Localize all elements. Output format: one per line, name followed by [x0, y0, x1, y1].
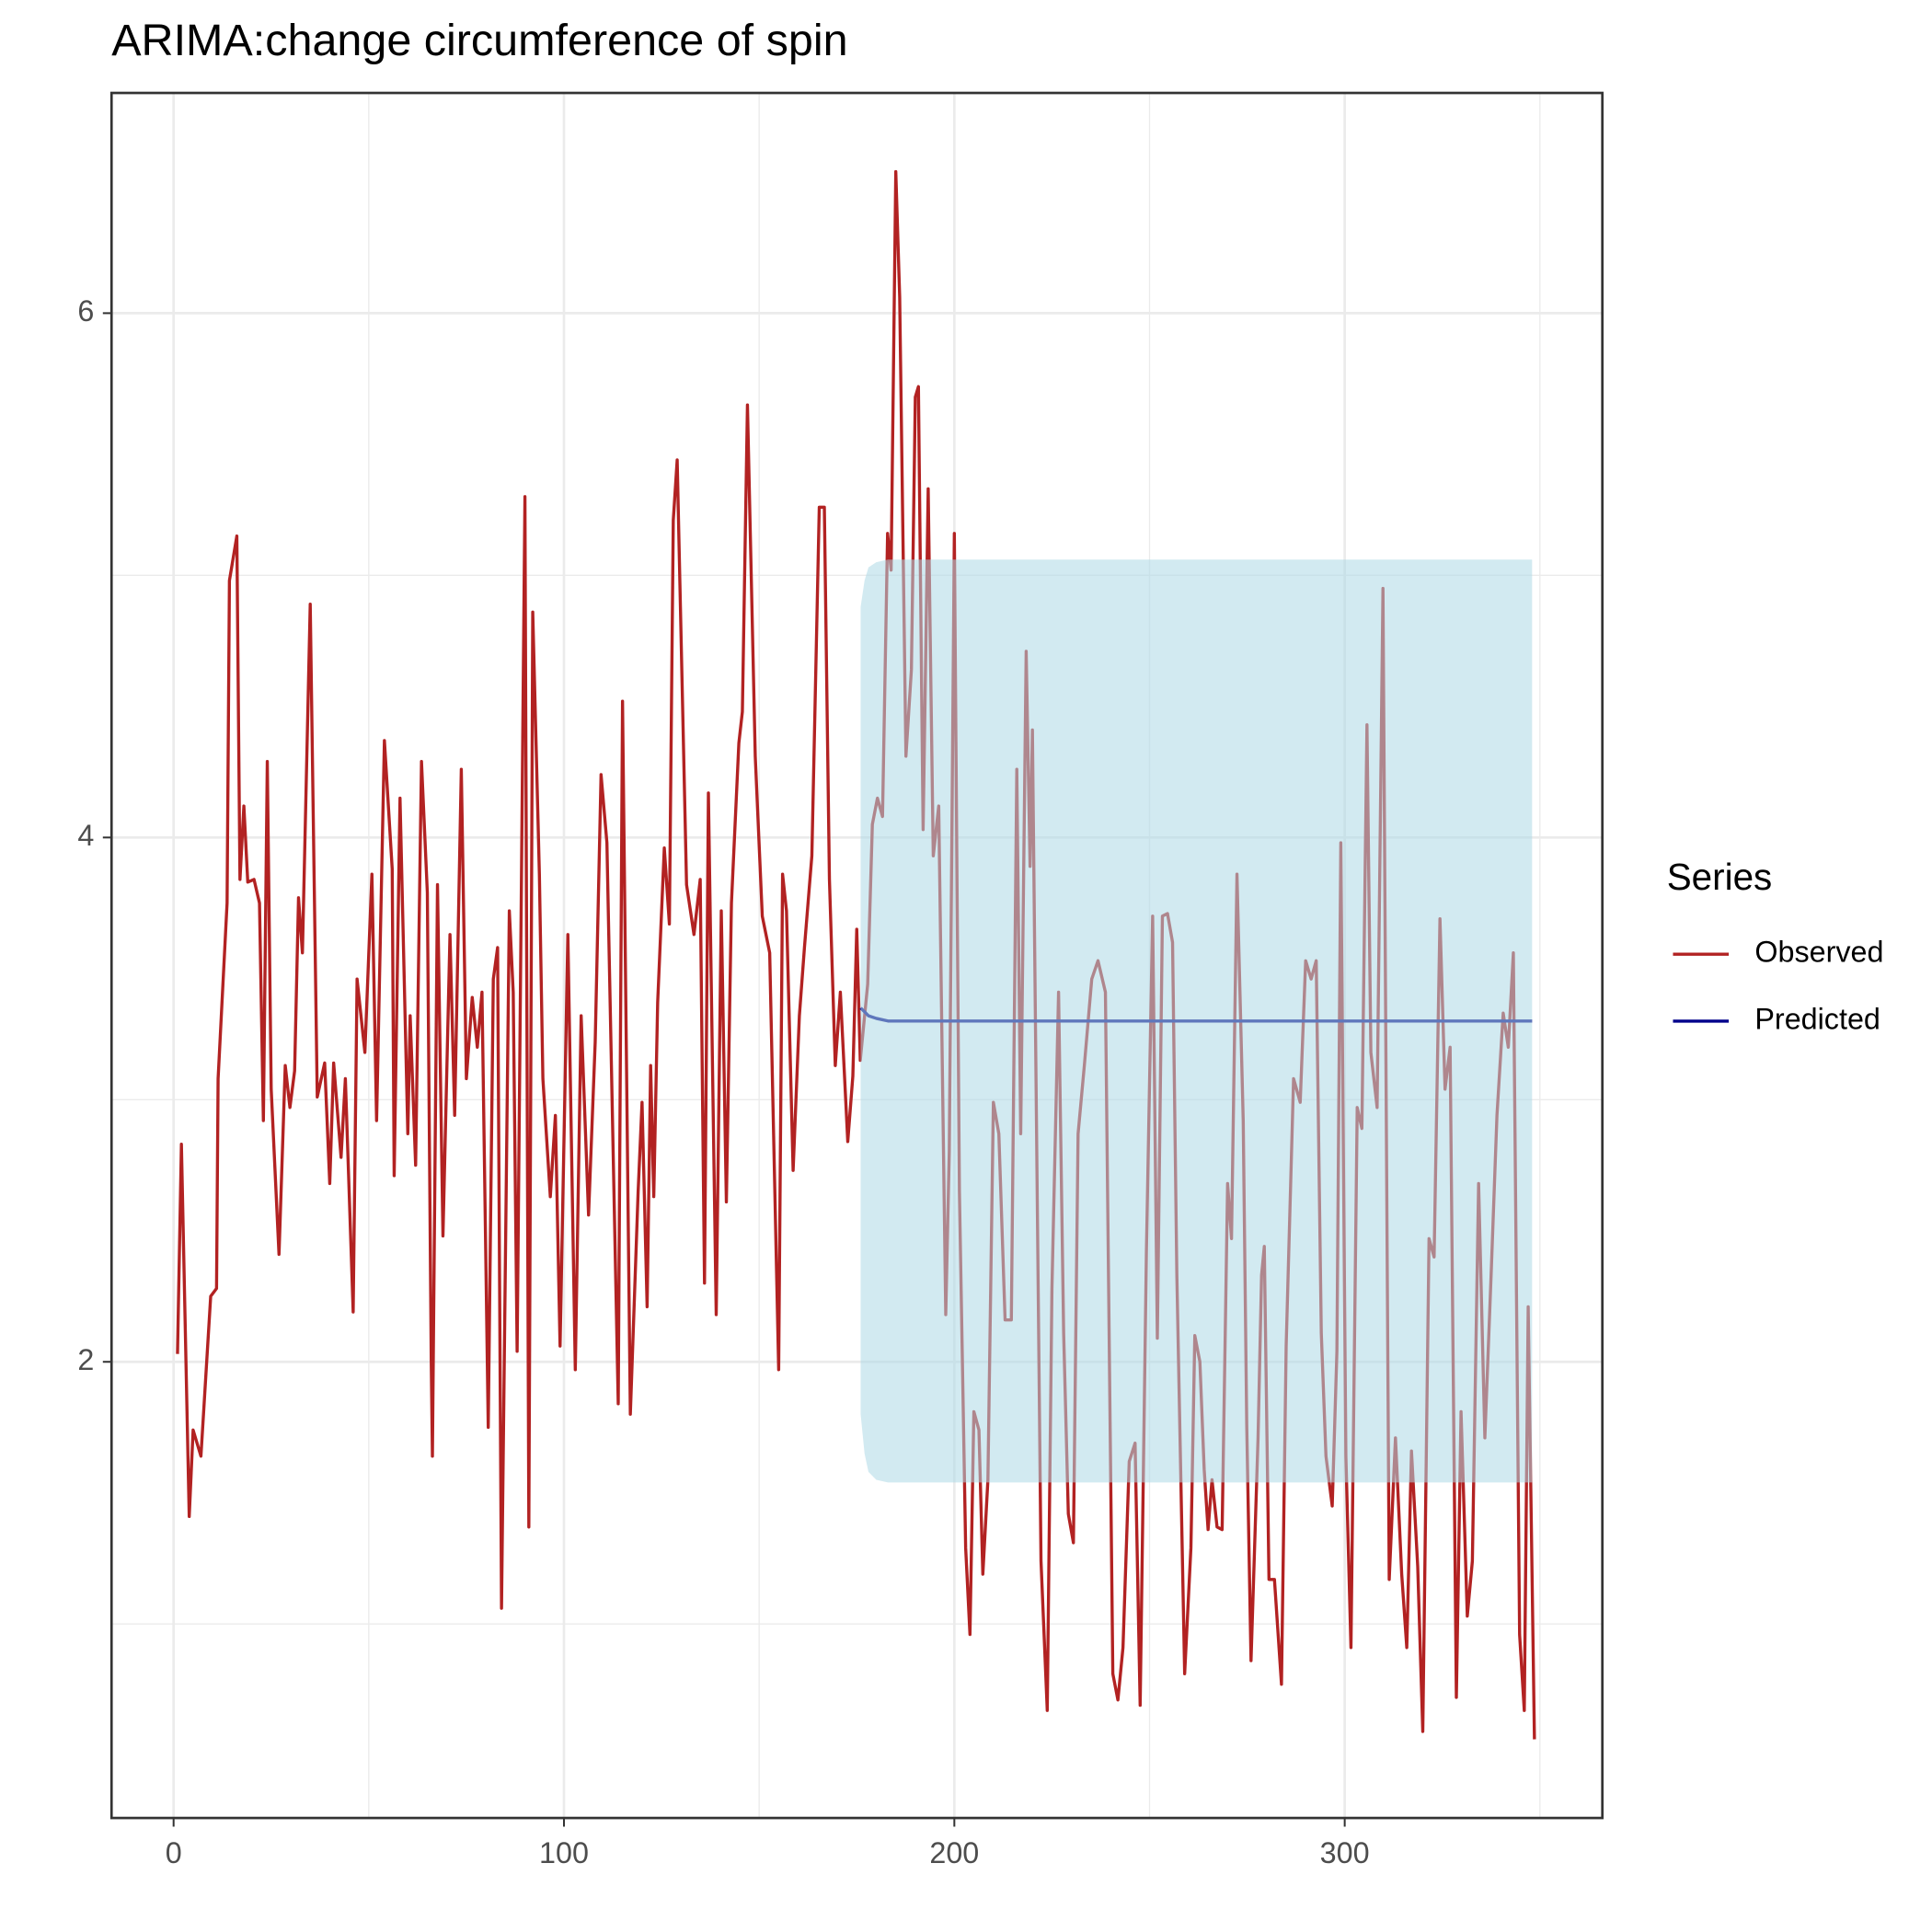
legend-label: Predicted	[1754, 1002, 1880, 1035]
legend-label: Observed	[1754, 936, 1883, 969]
plot-border	[109, 91, 1604, 1820]
x-tick-label: 100	[539, 1836, 589, 1869]
legend-title: Series	[1667, 856, 1773, 898]
y-tick-label: 6	[77, 294, 94, 328]
confidence-ribbon	[860, 559, 1533, 1483]
x-tick-label: 0	[166, 1836, 182, 1869]
y-tick-label: 2	[77, 1343, 94, 1376]
x-tick-label: 300	[1320, 1836, 1370, 1869]
y-tick-label: 4	[77, 819, 94, 852]
chart-title: ARIMA:change circumference of spin	[111, 16, 847, 65]
x-tick-label: 200	[929, 1836, 979, 1869]
